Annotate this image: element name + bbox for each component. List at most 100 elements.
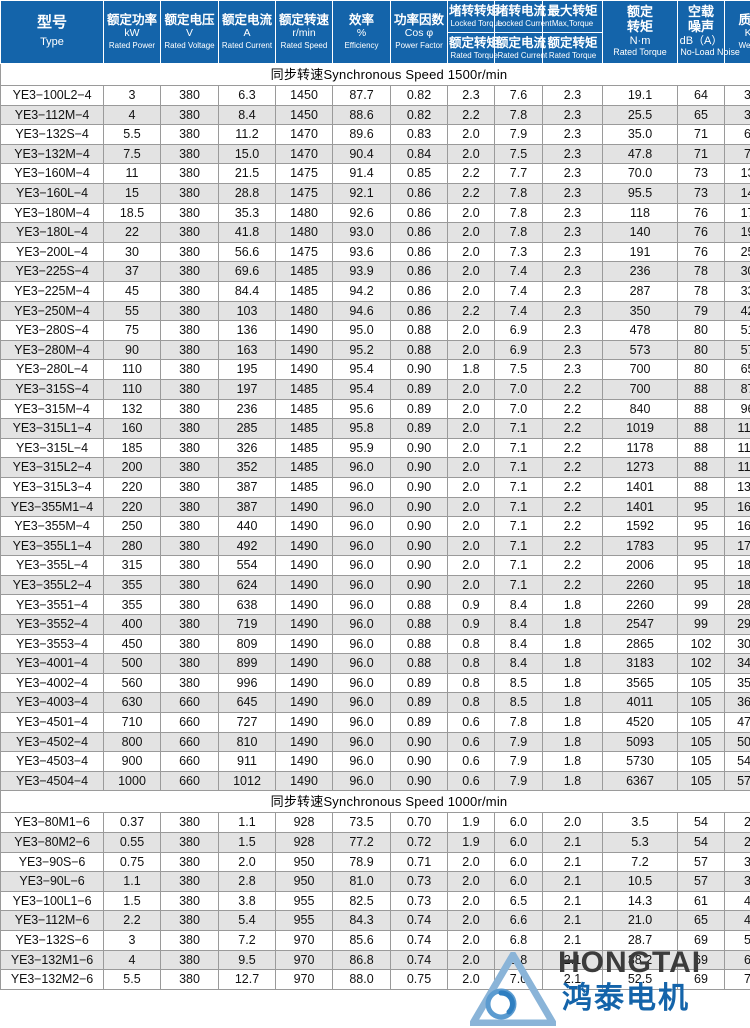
cell-rated_speed: 955 xyxy=(275,910,333,931)
cell-locked_current_ratio: 7.4 xyxy=(494,261,543,282)
cell-locked_torque_ratio: 2.0 xyxy=(447,280,495,302)
cell-efficiency: 87.7 xyxy=(332,85,391,106)
cell-rated_current: 1.1 xyxy=(218,812,276,833)
cell-rated_torque: 2865 xyxy=(602,633,678,655)
cell-efficiency: 86.8 xyxy=(332,949,391,971)
cell-locked_torque_ratio: 2.0 xyxy=(447,202,495,224)
cell-model: YE3−112M−6 xyxy=(0,910,104,931)
cell-noise: 95 xyxy=(677,555,725,576)
cell-max_torque_ratio: 2.2 xyxy=(542,437,603,459)
cell-model: YE3−3553−4 xyxy=(0,633,104,655)
cell-weight: 26 xyxy=(724,812,750,833)
col-header-body: 额定电流 A Rated Current xyxy=(219,10,275,53)
cell-power_factor: 0.90 xyxy=(390,555,448,576)
table-row: YE3−4502−4 800 660 810 1490 96.0 0.90 0.6 7.9 1.8… xyxy=(0,731,750,753)
cell-rated_current: 15.0 xyxy=(218,143,276,165)
cell-locked_current_ratio: 7.1 xyxy=(494,516,543,537)
cell-rated_voltage: 380 xyxy=(160,614,219,635)
cell-max_torque_ratio: 2.1 xyxy=(542,851,603,873)
cell-rated_speed: 1475 xyxy=(275,163,333,184)
cell-locked_current_ratio: 7.5 xyxy=(494,143,543,165)
cell-rated_torque: 350 xyxy=(602,300,678,322)
cell-rated_power: 37 xyxy=(103,261,161,282)
cell-rated_torque: 38.2 xyxy=(602,949,678,971)
cell-rated_torque: 4011 xyxy=(602,692,678,714)
cell-rated_torque: 1401 xyxy=(602,476,678,498)
cell-efficiency: 95.4 xyxy=(332,359,391,380)
cell-rated_current: 638 xyxy=(218,594,276,616)
cell-rated_current: 727 xyxy=(218,712,276,733)
cell-rated_power: 630 xyxy=(103,692,161,714)
cell-rated_torque: 118 xyxy=(602,202,678,224)
cell-efficiency: 96.0 xyxy=(332,594,391,616)
cell-weight: 68 xyxy=(724,949,750,971)
cell-rated_current: 352 xyxy=(218,457,276,478)
cell-max_torque_ratio: 2.1 xyxy=(542,929,603,951)
cell-locked_torque_ratio: 0.6 xyxy=(447,731,495,753)
cell-rated_voltage: 660 xyxy=(160,692,219,714)
cell-weight: 650 xyxy=(724,359,750,380)
table-row: YE3−160M−4 11 380 21.5 1475 91.4 0.85 2.2 7.7 2.3… xyxy=(0,163,750,184)
header-en-label: Rated Current xyxy=(497,49,548,60)
cell-rated_speed: 1490 xyxy=(275,672,333,694)
cell-rated_power: 4 xyxy=(103,949,161,971)
cell-rated_power: 132 xyxy=(103,398,161,420)
col-header-weight: 质量KgWeight xyxy=(724,0,750,65)
cell-efficiency: 88.6 xyxy=(332,104,391,126)
header-cn-label-2: 转矩 xyxy=(626,18,653,34)
cell-model: YE3−4003−4 xyxy=(0,692,104,714)
cell-rated_voltage: 380 xyxy=(160,535,219,557)
cell-rated_speed: 955 xyxy=(275,890,333,912)
cell-power_factor: 0.70 xyxy=(390,812,448,833)
cell-rated_speed: 1485 xyxy=(275,437,333,459)
cell-model: YE3−355M−4 xyxy=(0,516,104,537)
cell-weight: 870 xyxy=(724,378,750,400)
cell-locked_current_ratio: 6.9 xyxy=(494,339,543,361)
cell-max_torque_ratio: 2.1 xyxy=(542,871,603,892)
cell-model: YE3−180L−4 xyxy=(0,222,104,243)
cell-rated_voltage: 380 xyxy=(160,496,219,518)
header-unit-label: Kg xyxy=(744,27,750,40)
cell-weight: 30 xyxy=(724,851,750,873)
cell-rated_voltage: 380 xyxy=(160,851,219,873)
cell-locked_current_ratio: 8.5 xyxy=(494,672,543,694)
cell-efficiency: 95.9 xyxy=(332,437,391,459)
cell-noise: 78 xyxy=(677,280,725,302)
col-header-body: 型号 Type xyxy=(1,12,103,51)
header-cn-label: 额定转速 xyxy=(278,13,329,28)
cell-rated_voltage: 380 xyxy=(160,339,219,361)
cell-weight: 1310 xyxy=(724,476,750,498)
table-row: YE3−100L2−4 3 380 6.3 1450 87.7 0.82 2.3 7.6 2.3 1… xyxy=(0,85,750,106)
cell-locked_torque_ratio: 2.0 xyxy=(447,398,495,420)
section-title: 同步转速Synchronous Speed 1500r/min xyxy=(0,63,750,87)
cell-power_factor: 0.88 xyxy=(390,614,448,635)
cell-efficiency: 89.6 xyxy=(332,124,391,145)
cell-weight: 420 xyxy=(724,300,750,322)
cell-locked_current_ratio: 7.1 xyxy=(494,574,543,596)
table-row: YE3−180L−4 22 380 41.8 1480 93.0 0.86 2.0 7.8 2.3… xyxy=(0,222,750,243)
cell-noise: 76 xyxy=(677,222,725,243)
cell-rated_power: 45 xyxy=(103,280,161,302)
cell-locked_torque_ratio: 1.9 xyxy=(447,812,495,833)
cell-power_factor: 0.82 xyxy=(390,85,448,106)
cell-rated_voltage: 660 xyxy=(160,712,219,733)
cell-power_factor: 0.82 xyxy=(390,104,448,126)
cell-model: YE3−315L−4 xyxy=(0,437,104,459)
cell-efficiency: 96.0 xyxy=(332,770,391,792)
cell-rated_speed: 1490 xyxy=(275,574,333,596)
cell-rated_power: 3 xyxy=(103,929,161,951)
cell-rated_power: 400 xyxy=(103,614,161,635)
cell-rated_power: 200 xyxy=(103,457,161,478)
cell-rated_voltage: 380 xyxy=(160,633,219,655)
header-cn-label-2: 噪声 xyxy=(687,18,714,34)
cell-locked_torque_ratio: 2.0 xyxy=(447,535,495,557)
cell-efficiency: 96.0 xyxy=(332,574,391,596)
cell-power_factor: 0.90 xyxy=(390,437,448,459)
cell-noise: 88 xyxy=(677,476,725,498)
cell-max_torque_ratio: 2.3 xyxy=(542,320,603,341)
cell-efficiency: 96.0 xyxy=(332,731,391,753)
cell-max_torque_ratio: 2.3 xyxy=(542,143,603,165)
table-row: YE3−132S−4 5.5 380 11.2 1470 89.6 0.83 2.0 7.9 2.… xyxy=(0,124,750,145)
cell-max_torque_ratio: 1.8 xyxy=(542,594,603,616)
header-unit-label: V xyxy=(185,27,193,40)
